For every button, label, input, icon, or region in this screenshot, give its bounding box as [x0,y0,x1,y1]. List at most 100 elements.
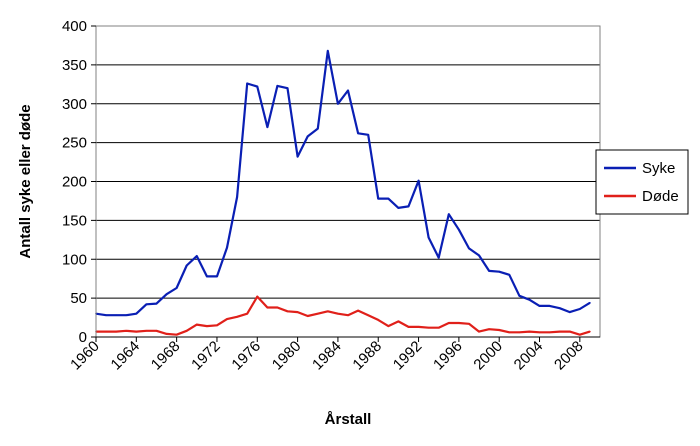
x-tick-label: 1992 [390,338,426,374]
data-point [316,312,319,315]
data-point [367,134,369,136]
y-tick-label: 0 [79,329,87,346]
x-tick-label: 2000 [470,338,506,374]
data-point [316,127,319,130]
y-tick-label: 50 [70,290,87,307]
legend-box [595,149,689,215]
data-point [468,247,470,250]
data-point [478,254,480,257]
data-point [306,135,309,138]
data-point [437,326,440,329]
data-point [548,331,551,334]
y-tick-label: 250 [62,135,87,152]
data-point [437,256,440,259]
x-tick-label: 1980 [269,338,305,374]
x-tick-label: 2008 [551,338,587,374]
data-point [498,329,501,331]
x-tick-label: 1972 [188,338,224,374]
data-point [518,331,521,334]
data-point [105,330,107,333]
data-point [367,314,369,317]
data-point [266,126,269,128]
data-point [518,294,521,297]
data-point [448,322,450,324]
data-point [478,330,480,333]
data-point [286,87,289,89]
x-tick-label: 1976 [228,338,264,374]
data-point [256,295,259,298]
data-point [286,310,289,313]
data-point [387,197,390,200]
data-point [427,326,430,329]
data-point [226,318,228,320]
data-point [246,312,248,315]
data-point [246,82,248,85]
data-point [155,329,158,332]
y-tick-label: 350 [62,57,87,74]
data-point [226,246,228,249]
legend-label-døde: Døde [642,188,679,205]
data-point [427,236,430,239]
data-point [458,228,460,231]
data-point [589,330,591,333]
data-point [568,330,571,333]
data-point [357,309,359,312]
y-tick-label: 150 [62,212,87,229]
data-point [306,315,309,317]
series-line-syke [95,49,591,317]
y-axis-ticks: 0 50 100 150 200 250 300 350 400 [62,18,96,346]
data-point [165,293,168,296]
data-point [548,305,551,307]
data-point [377,197,380,200]
data-point [528,330,531,333]
data-point [145,303,148,306]
data-point [125,314,128,317]
data-point [327,50,329,52]
x-tick-label: 1968 [148,338,184,374]
data-point [538,331,541,334]
data-point [417,179,420,182]
x-tick-label: 1964 [108,338,144,374]
data-point [135,312,138,315]
x-tick-label: 1984 [309,338,345,374]
series-points-døde [95,295,591,336]
x-tick-label: 1960 [67,338,103,374]
data-point [397,320,400,323]
data-point [347,314,349,317]
data-point [568,311,571,313]
x-tick-label: 1996 [430,338,466,374]
data-point [125,329,128,332]
data-point [589,301,591,304]
y-tick-label: 200 [62,174,87,191]
data-point [508,274,511,276]
plot-lines [95,49,591,336]
data-point [236,196,238,198]
y-tick-label: 100 [62,251,87,268]
data-point [196,323,198,326]
data-point [296,311,299,313]
data-point [185,264,188,267]
data-point [448,213,450,215]
x-tick-label: 1988 [349,338,385,374]
x-axis-ticks: 1960 1964 1968 1972 1976 1980 1984 1988 1992 1996… [67,336,600,374]
data-point [407,205,410,208]
grid-lines [96,25,600,299]
data-point [528,298,531,301]
data-point [115,314,117,317]
data-point [558,330,561,333]
data-point [115,330,117,333]
y-tick-label: 300 [62,96,87,113]
data-point [458,322,460,324]
data-point [498,270,501,273]
series-points-syke [95,50,591,317]
y-axis-title: Antall syke eller døde [17,104,34,258]
data-point [508,331,511,334]
data-point [357,132,359,135]
data-point [276,85,279,87]
data-point [145,329,148,332]
x-tick-label: 2004 [511,338,547,374]
legend: Syke Døde [595,149,689,215]
data-point [579,333,581,336]
series-line-døde [96,295,591,336]
